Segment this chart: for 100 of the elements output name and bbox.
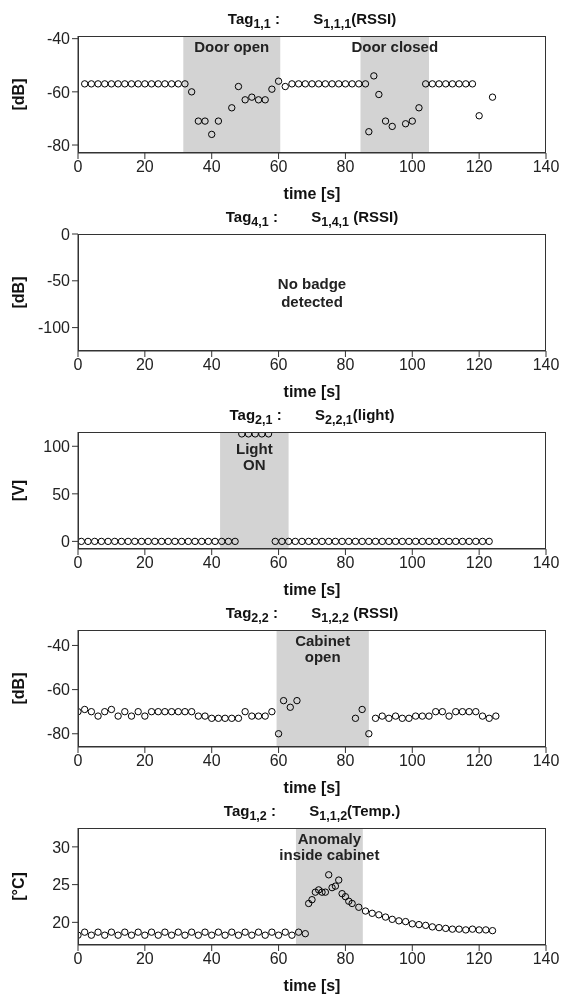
point: [127, 80, 136, 88]
x-tick-label: 120: [465, 950, 493, 968]
chart-title: Tag$_{1,1}$ : S$_{1,1,1}$(RSSI): [226, 9, 398, 31]
point: [107, 705, 116, 714]
point: [485, 714, 493, 722]
x-tick-label: 140: [532, 950, 560, 968]
point: [161, 707, 169, 716]
point: [361, 80, 370, 88]
band-label: Door open: [194, 38, 270, 55]
y-tick-label: 25: [52, 876, 71, 894]
point: [431, 707, 440, 716]
point: [127, 712, 136, 720]
point: [455, 80, 463, 88]
band-label: Anomaly inside cabinet: [279, 830, 380, 863]
point: [101, 707, 109, 716]
x-tick-label: 20: [135, 752, 154, 770]
point: [442, 80, 450, 88]
point: [107, 80, 116, 88]
point: [134, 80, 142, 88]
x-tick-label: 120: [465, 158, 493, 176]
point: [181, 707, 189, 716]
point: [161, 80, 169, 88]
point: [174, 80, 182, 88]
point: [254, 96, 263, 104]
point: [194, 712, 203, 720]
point: [408, 117, 416, 125]
annotation: No badge detected: [276, 274, 348, 311]
x-axis-title: time [s]: [283, 977, 341, 994]
point: [388, 122, 396, 131]
x-tick-label: 80: [336, 752, 355, 770]
point: [114, 80, 122, 88]
x-tick-label: 100: [398, 950, 426, 968]
point: [221, 714, 229, 722]
point: [462, 80, 470, 88]
x-tick-label: 80: [336, 554, 355, 572]
x-tick-label: 20: [135, 554, 154, 572]
point: [415, 104, 423, 112]
point: [478, 712, 487, 720]
point: [248, 712, 256, 720]
point: [268, 707, 276, 716]
point: [101, 80, 109, 88]
point: [425, 712, 433, 720]
point: [141, 80, 149, 88]
point: [385, 714, 393, 722]
chart-title: Tag$_{4,1}$ : S$_{1,4,1}$ (RSSI): [225, 208, 399, 229]
point: [274, 77, 283, 85]
y-tick-label: 0: [61, 533, 71, 551]
point: [261, 96, 269, 104]
point: [194, 117, 203, 125]
point: [293, 696, 301, 705]
point: [381, 117, 390, 125]
point: [94, 712, 102, 720]
y-tick-label: -50: [46, 272, 71, 290]
point: [448, 80, 457, 88]
x-tick-label: 0: [73, 356, 83, 374]
band-label: Light ON: [236, 440, 273, 473]
point: [234, 82, 243, 91]
point: [174, 707, 182, 716]
point: [254, 712, 263, 720]
y-tick-label: 0: [61, 225, 71, 243]
point: [428, 80, 437, 88]
y-axis-title: [dB]: [9, 276, 27, 309]
point: [405, 714, 413, 722]
x-tick-label: 0: [73, 554, 83, 572]
point: [355, 80, 363, 88]
point: [308, 80, 316, 88]
point: [314, 80, 323, 88]
x-tick-label: 140: [532, 158, 560, 176]
point: [321, 80, 330, 88]
chart-title: Tag$_{1,2}$ : S$_{1,1,2}$(Temp.): [222, 801, 402, 823]
point: [335, 80, 343, 88]
x-tick-label: 140: [532, 554, 560, 572]
point: [154, 707, 162, 716]
point: [358, 705, 366, 714]
point: [268, 85, 276, 93]
x-tick-label: 60: [269, 554, 288, 572]
x-axis-title: time [s]: [283, 383, 341, 400]
point: [80, 705, 89, 714]
point: [370, 72, 378, 80]
point: [401, 120, 410, 128]
x-tick-label: 40: [202, 356, 221, 374]
y-tick-label: 100: [43, 437, 71, 455]
y-tick-label: -40: [46, 30, 71, 48]
point: [378, 712, 386, 720]
point: [208, 714, 216, 722]
x-tick-label: 100: [398, 752, 426, 770]
chart-title: Tag$_{2,1}$ : S$_{2,2,1}$(light): [228, 405, 396, 427]
y-axis-title: [V]: [9, 479, 27, 502]
point: [187, 88, 196, 96]
point: [341, 80, 350, 88]
point: [294, 80, 303, 88]
point: [248, 93, 256, 101]
y-tick-label: 30: [52, 838, 71, 856]
x-tick-label: 60: [269, 158, 288, 176]
band-label: Door closed: [351, 38, 439, 55]
point: [187, 707, 196, 716]
y-tick-label: -40: [46, 637, 71, 655]
point: [167, 707, 176, 716]
y-tick-label: -80: [46, 136, 71, 154]
x-tick-label: 140: [532, 752, 560, 770]
